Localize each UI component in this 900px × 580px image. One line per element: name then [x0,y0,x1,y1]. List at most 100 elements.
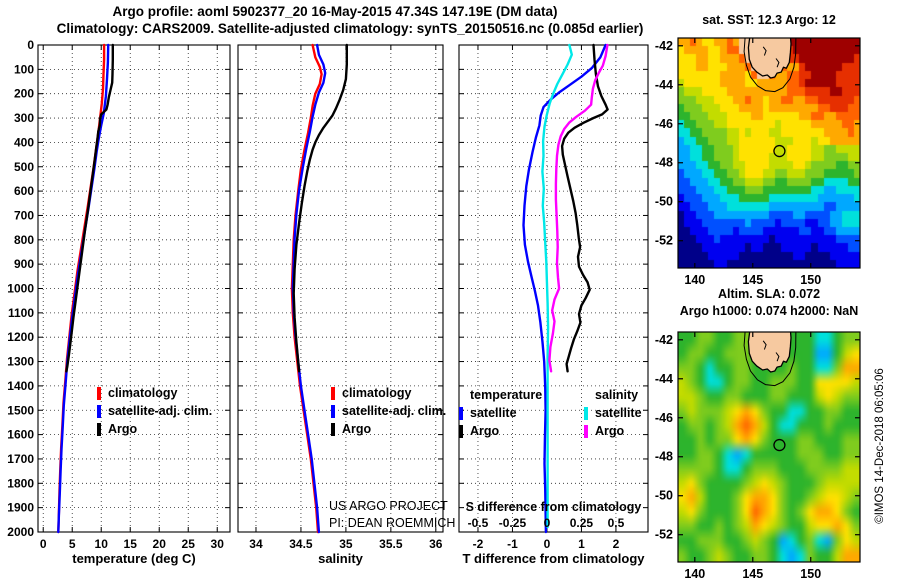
svg-text:800: 800 [14,233,34,247]
legend-item: climatology [331,384,446,402]
legend-t-difference: temperature satellite Argo [459,386,542,440]
legend-item: satellite [459,404,542,422]
svg-text:0: 0 [544,537,551,551]
argo-line-swatch [331,422,335,436]
s-satellite-line-swatch [584,406,588,420]
svg-text:-52: -52 [655,528,673,542]
t-difference-axis-label: T difference from climatology [462,551,645,566]
s-difference-axis-label: S difference from climatology [465,500,642,514]
legend-label: satellite-adj. clim. [108,404,213,418]
svg-text:600: 600 [14,184,34,198]
legend-salinity-panel: climatology satellite-adj. clim. Argo [331,384,446,438]
svg-text:2000: 2000 [7,525,34,539]
svg-text:-44: -44 [655,372,673,386]
svg-text:150: 150 [800,273,821,287]
sla-map-title-line2: Argo h1000: 0.074 h2000: NaN [679,304,859,318]
legend-label: Argo [470,424,500,438]
legend-item: satellite [584,404,642,422]
climatology-line-swatch [331,386,335,400]
sla-map-title-line1: Altim. SLA: 0.072 [717,287,821,301]
svg-text:-52: -52 [655,234,673,248]
svg-text:1600: 1600 [7,428,34,442]
svg-text:-42: -42 [655,333,673,347]
svg-text:1900: 1900 [7,501,34,515]
sst-map-title: sat. SST: 12.3 Argo: 12 [702,13,836,27]
svg-text:500: 500 [14,160,34,174]
svg-text:1: 1 [578,537,585,551]
svg-text:-1: -1 [507,537,518,551]
svg-text:-0.25: -0.25 [499,516,527,530]
svg-text:140: 140 [684,567,705,580]
imos-watermark: ©IMOS 14-Dec-2018 06:05:06 [874,368,886,524]
svg-text:145: 145 [742,273,763,287]
svg-text:140: 140 [684,273,705,287]
svg-text:-44: -44 [655,78,673,92]
svg-text:5: 5 [69,537,76,551]
legend-item: Argo [97,420,212,438]
svg-text:34: 34 [249,537,263,551]
svg-text:1100: 1100 [8,306,34,320]
svg-text:-0.5: -0.5 [468,516,489,530]
svg-text:30: 30 [211,537,225,551]
legend-temperature-panel: climatology satellite-adj. clim. Argo [97,384,212,438]
t-argo-line-swatch [459,424,463,438]
legend-label: climatology [108,386,178,400]
svg-text:-42: -42 [655,39,673,53]
legend-header-temperature: temperature [470,388,543,402]
temperature-axis-label: temperature (deg C) [72,551,196,566]
legend-label: satellite-adj. clim. [342,404,447,418]
legend-item: Argo [584,422,642,440]
legend-item: Argo [459,422,542,440]
project-line2: PI: DEAN ROEMMICH [329,516,456,530]
svg-text:35: 35 [339,537,353,551]
svg-text:300: 300 [14,111,34,125]
legend-label: Argo [108,422,138,436]
svg-text:100: 100 [14,62,34,76]
legend-item: satellite-adj. clim. [97,402,212,420]
argo-line-swatch [97,422,101,436]
svg-text:1400: 1400 [7,379,34,393]
project-line1: US ARGO PROJECT [329,499,448,513]
figure-title: Argo profile: aoml 5902377_20 16-May-201… [112,4,558,19]
climatology-line-swatch [97,386,101,400]
salinity-axis-label: salinity [318,551,363,566]
svg-text:-46: -46 [655,411,673,425]
svg-text:150: 150 [800,567,821,580]
legend-label: Argo [595,424,625,438]
svg-text:20: 20 [153,537,167,551]
satellite-adj-line-swatch [331,404,335,418]
legend-label: Argo [342,422,372,436]
figure-subtitle: Climatology: CARS2009. Satellite-adjuste… [56,21,644,36]
svg-text:145: 145 [742,567,763,580]
svg-text:700: 700 [14,208,34,222]
legend-s-difference: salinity satellite Argo [584,386,642,440]
svg-text:0: 0 [40,537,47,551]
t-satellite-line-swatch [459,406,463,420]
svg-text:0.5: 0.5 [608,516,625,530]
svg-text:10: 10 [95,537,109,551]
legend-header-salinity: salinity [595,388,639,402]
legend-item: satellite-adj. clim. [331,402,446,420]
s-argo-line-swatch [584,424,588,438]
satellite-adj-line-swatch [97,404,101,418]
svg-text:2: 2 [613,537,620,551]
svg-text:-46: -46 [655,117,673,131]
svg-text:1800: 1800 [7,476,34,490]
svg-text:1300: 1300 [7,355,34,369]
svg-text:0: 0 [544,516,551,530]
legend-label: satellite [470,406,517,420]
svg-text:1700: 1700 [7,452,34,466]
svg-text:35.5: 35.5 [379,537,403,551]
legend-item: Argo [331,420,446,438]
svg-text:400: 400 [14,135,34,149]
legend-item: climatology [97,384,212,402]
svg-text:-50: -50 [655,195,673,209]
svg-text:0.25: 0.25 [570,516,594,530]
svg-text:200: 200 [14,87,34,101]
svg-text:1000: 1000 [7,282,34,296]
svg-text:-48: -48 [655,450,673,464]
svg-text:-2: -2 [473,537,484,551]
svg-text:36: 36 [429,537,443,551]
